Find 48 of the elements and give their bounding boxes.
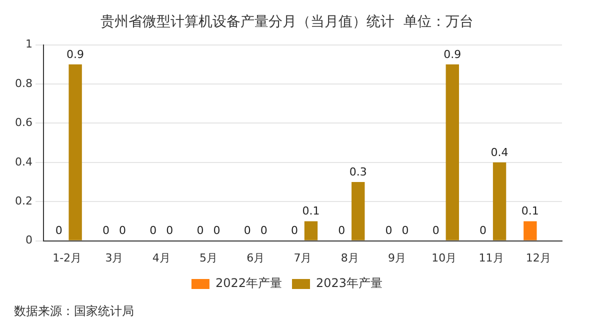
bar [68, 64, 82, 240]
data-label: 0.9 [66, 48, 84, 61]
data-label: 0 [480, 224, 487, 238]
x-tick-label: 10月 [432, 251, 457, 264]
x-tick-label: 11月 [478, 251, 504, 264]
chart-title: 贵州省微型计算机设备产量分月（当月值）统计 单位：万台 [100, 14, 474, 30]
y-tick-label: 0 [25, 234, 32, 247]
data-label: 0 [432, 224, 440, 238]
x-tick-label: 12月 [526, 251, 551, 264]
data-label: 0 [102, 224, 110, 238]
legend-label: 2023年产量 [316, 276, 383, 290]
x-tick-label: 6月 [246, 251, 265, 264]
data-label: 0 [338, 224, 346, 238]
data-label: 0 [118, 224, 126, 238]
data-label: 0 [55, 224, 62, 238]
bar [524, 221, 537, 240]
x-tick-label: 4月 [152, 251, 170, 264]
x-tick-label: 3月 [105, 251, 124, 264]
x-tick-label: 7月 [294, 251, 312, 264]
bar [492, 162, 506, 240]
source-note: 数据来源：国家统计局 [14, 304, 134, 318]
data-label: 0.4 [490, 146, 508, 159]
data-label: 0.3 [349, 165, 367, 178]
data-label: 0.1 [521, 204, 539, 218]
data-label: 0.1 [302, 204, 320, 218]
data-label: 0.9 [444, 48, 462, 61]
legend-label: 2022年产量 [215, 276, 282, 290]
bar [352, 182, 365, 240]
data-label: 0 [244, 224, 251, 238]
data-label: 0 [150, 224, 157, 238]
bar [446, 64, 460, 240]
data-label: 0 [291, 224, 298, 238]
data-label: 0 [196, 224, 204, 238]
y-tick-label: 0.2 [14, 194, 32, 208]
data-label: 0 [260, 224, 268, 238]
y-tick-label: 1 [25, 38, 32, 51]
bar [304, 221, 318, 240]
x-tick-label: 9月 [388, 251, 406, 264]
x-tick-label: 5月 [199, 251, 218, 264]
data-label: 0 [385, 224, 392, 238]
data-label: 0 [166, 224, 174, 238]
x-tick-label: 8月 [340, 251, 359, 264]
data-label: 0 [402, 224, 409, 238]
data-label: 0 [213, 224, 220, 238]
y-tick-label: 0.8 [14, 76, 32, 90]
x-tick-label: 1-2月 [52, 251, 82, 264]
y-tick-label: 0.6 [14, 116, 32, 130]
y-tick-label: 0.4 [14, 155, 32, 168]
